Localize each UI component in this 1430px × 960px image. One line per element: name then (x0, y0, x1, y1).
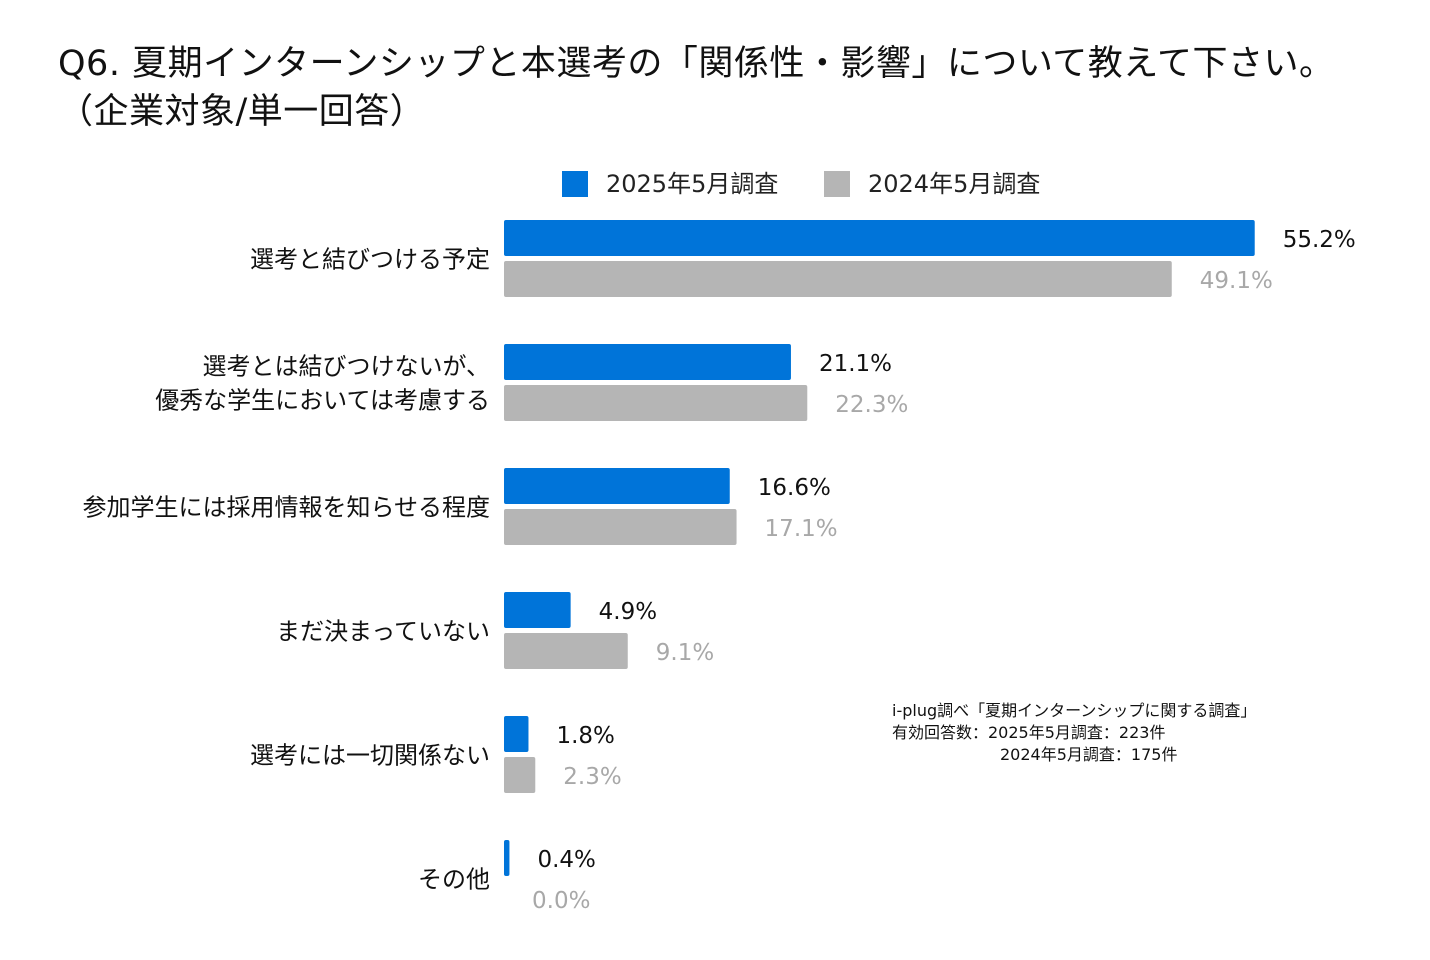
data-label-2024: 9.1% (656, 640, 714, 666)
data-label-2025: 55.2% (1283, 227, 1356, 253)
source-note-line1: i-plug調べ「夏期インターンシップに関する調査」 (892, 701, 1257, 720)
data-label-2025: 21.1% (819, 351, 892, 377)
bar-2024 (504, 385, 808, 421)
category-label: 選考とは結びつけないが、 (202, 353, 490, 381)
bar-2025 (504, 592, 571, 628)
data-label-2025: 16.6% (758, 475, 831, 501)
category-label: 優秀な学生においては考慮する (155, 387, 490, 415)
bar-2025 (504, 468, 730, 504)
data-label-2024: 17.1% (765, 516, 838, 542)
bar-2025 (504, 716, 529, 752)
bar-2025 (504, 220, 1255, 256)
data-label-2024: 49.1% (1200, 268, 1273, 294)
bar-2025 (504, 344, 791, 380)
category-label: 選考と結びつける予定 (250, 246, 490, 274)
data-label-2025: 1.8% (556, 723, 614, 749)
chart-title-line2: （企業対象/単一回答） (58, 92, 426, 132)
legend-label-1: 2024年5月調査 (868, 170, 1040, 198)
legend-label-0: 2025年5月調査 (606, 170, 778, 198)
bar-2024 (504, 757, 536, 793)
chart-title-line1: Q6. 夏期インターンシップと本選考の「関係性・影響」について教えて下さい。 (58, 44, 1335, 84)
category-label: 選考には一切関係ない (250, 742, 490, 770)
bar-2024 (504, 633, 628, 669)
source-note-line3: 2024年5月調査：175件 (1000, 745, 1178, 764)
data-label-2025: 0.4% (537, 847, 595, 873)
legend-swatch-1 (824, 171, 850, 197)
chart-title: Q6. 夏期インターンシップと本選考の「関係性・影響」について教えて下さい。 （… (58, 40, 1335, 136)
source-note: i-plug調べ「夏期インターンシップに関する調査」 有効回答数：2025年5月… (892, 700, 1256, 766)
category-label: その他 (418, 866, 490, 894)
legend-swatch-0 (562, 171, 588, 197)
data-label-2024: 0.0% (532, 888, 590, 914)
bar-2025 (504, 840, 510, 876)
data-label-2025: 4.9% (599, 599, 657, 625)
category-label: まだ決まっていない (276, 618, 490, 646)
data-label-2024: 22.3% (835, 392, 908, 418)
bar-2024 (504, 261, 1172, 297)
source-note-line2: 有効回答数：2025年5月調査：223件 (892, 723, 1166, 742)
category-label: 参加学生には採用情報を知らせる程度 (82, 494, 490, 522)
data-label-2024: 2.3% (563, 764, 621, 790)
bar-2024 (504, 509, 737, 545)
